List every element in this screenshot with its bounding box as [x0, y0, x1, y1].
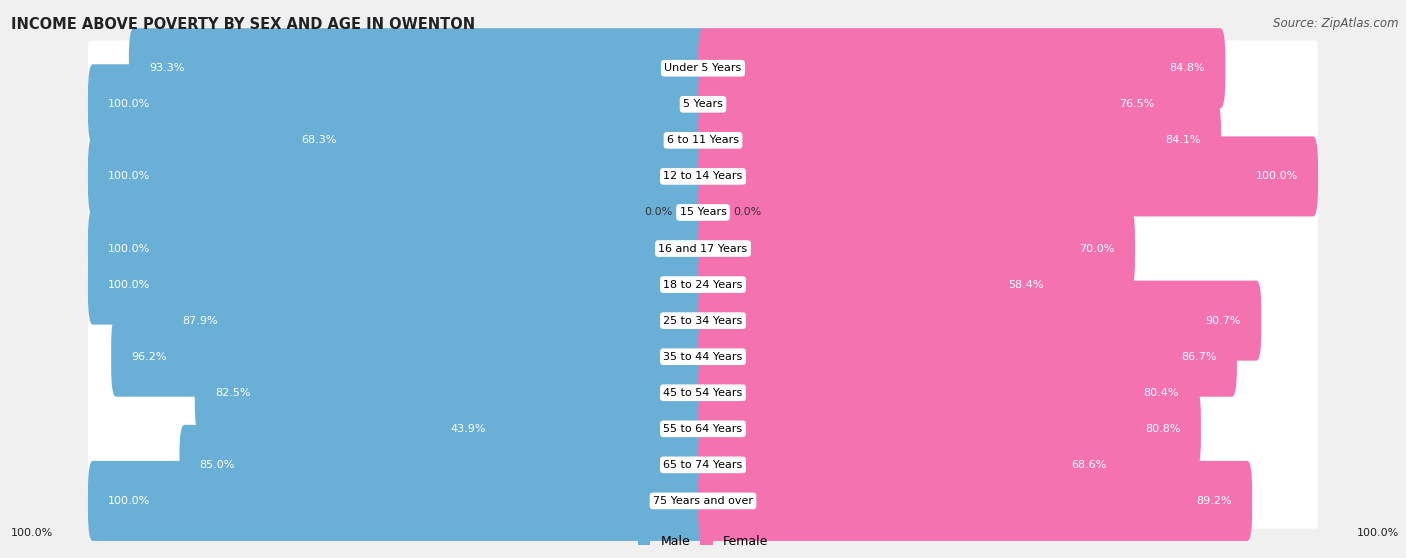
FancyBboxPatch shape	[699, 28, 1225, 108]
FancyBboxPatch shape	[89, 148, 1317, 204]
FancyBboxPatch shape	[699, 353, 1198, 433]
Text: 84.8%: 84.8%	[1170, 63, 1205, 73]
Text: 89.2%: 89.2%	[1197, 496, 1232, 506]
FancyBboxPatch shape	[180, 425, 707, 505]
FancyBboxPatch shape	[89, 244, 707, 325]
Text: 80.8%: 80.8%	[1146, 424, 1181, 434]
FancyBboxPatch shape	[89, 76, 1317, 132]
FancyBboxPatch shape	[699, 317, 1237, 397]
FancyBboxPatch shape	[129, 28, 707, 108]
FancyBboxPatch shape	[89, 136, 707, 217]
Text: 6 to 11 Years: 6 to 11 Years	[666, 136, 740, 145]
Text: 87.9%: 87.9%	[181, 316, 218, 326]
FancyBboxPatch shape	[699, 172, 735, 252]
FancyBboxPatch shape	[89, 257, 1317, 312]
Text: 0.0%: 0.0%	[644, 208, 672, 218]
FancyBboxPatch shape	[699, 64, 1174, 145]
Text: 0.0%: 0.0%	[734, 208, 762, 218]
FancyBboxPatch shape	[281, 100, 707, 180]
Text: 68.3%: 68.3%	[301, 136, 337, 145]
Text: 96.2%: 96.2%	[131, 352, 167, 362]
Text: 16 and 17 Years: 16 and 17 Years	[658, 243, 748, 253]
FancyBboxPatch shape	[699, 389, 1201, 469]
Text: 100.0%: 100.0%	[108, 99, 150, 109]
FancyBboxPatch shape	[699, 100, 1220, 180]
FancyBboxPatch shape	[89, 437, 1317, 493]
Text: 100.0%: 100.0%	[108, 243, 150, 253]
FancyBboxPatch shape	[89, 329, 1317, 384]
FancyBboxPatch shape	[89, 221, 1317, 276]
Text: 58.4%: 58.4%	[1008, 280, 1045, 290]
FancyBboxPatch shape	[699, 244, 1064, 325]
Legend: Male, Female: Male, Female	[633, 530, 773, 552]
Text: Under 5 Years: Under 5 Years	[665, 63, 741, 73]
Text: 45 to 54 Years: 45 to 54 Years	[664, 388, 742, 398]
FancyBboxPatch shape	[699, 461, 1253, 541]
Text: INCOME ABOVE POVERTY BY SEX AND AGE IN OWENTON: INCOME ABOVE POVERTY BY SEX AND AGE IN O…	[11, 17, 475, 32]
Text: 100.0%: 100.0%	[1357, 528, 1399, 538]
Text: 12 to 14 Years: 12 to 14 Years	[664, 171, 742, 181]
Text: 76.5%: 76.5%	[1119, 99, 1154, 109]
FancyBboxPatch shape	[89, 293, 1317, 348]
Text: Source: ZipAtlas.com: Source: ZipAtlas.com	[1274, 17, 1399, 30]
Text: 93.3%: 93.3%	[149, 63, 184, 73]
Text: 100.0%: 100.0%	[1256, 171, 1298, 181]
Text: 15 Years: 15 Years	[679, 208, 727, 218]
Text: 68.6%: 68.6%	[1071, 460, 1107, 470]
Text: 70.0%: 70.0%	[1080, 243, 1115, 253]
Text: 43.9%: 43.9%	[450, 424, 486, 434]
Text: 100.0%: 100.0%	[108, 171, 150, 181]
FancyBboxPatch shape	[111, 317, 707, 397]
FancyBboxPatch shape	[195, 353, 707, 433]
Text: 18 to 24 Years: 18 to 24 Years	[664, 280, 742, 290]
Text: 65 to 74 Years: 65 to 74 Years	[664, 460, 742, 470]
FancyBboxPatch shape	[89, 185, 1317, 240]
Text: 90.7%: 90.7%	[1206, 316, 1241, 326]
Text: 84.1%: 84.1%	[1166, 136, 1201, 145]
FancyBboxPatch shape	[699, 136, 1317, 217]
Text: 100.0%: 100.0%	[108, 496, 150, 506]
Text: 25 to 34 Years: 25 to 34 Years	[664, 316, 742, 326]
Text: 80.4%: 80.4%	[1143, 388, 1178, 398]
Text: 100.0%: 100.0%	[11, 528, 53, 538]
FancyBboxPatch shape	[89, 113, 1317, 168]
Text: 35 to 44 Years: 35 to 44 Years	[664, 352, 742, 362]
Text: 100.0%: 100.0%	[108, 280, 150, 290]
Text: 85.0%: 85.0%	[200, 460, 235, 470]
FancyBboxPatch shape	[89, 209, 707, 288]
FancyBboxPatch shape	[699, 425, 1126, 505]
FancyBboxPatch shape	[89, 41, 1317, 96]
FancyBboxPatch shape	[430, 389, 707, 469]
FancyBboxPatch shape	[671, 172, 707, 252]
FancyBboxPatch shape	[162, 281, 707, 360]
FancyBboxPatch shape	[699, 281, 1261, 360]
FancyBboxPatch shape	[89, 461, 707, 541]
Text: 86.7%: 86.7%	[1181, 352, 1216, 362]
FancyBboxPatch shape	[89, 473, 1317, 528]
Text: 75 Years and over: 75 Years and over	[652, 496, 754, 506]
FancyBboxPatch shape	[89, 401, 1317, 456]
Text: 55 to 64 Years: 55 to 64 Years	[664, 424, 742, 434]
FancyBboxPatch shape	[699, 209, 1135, 288]
FancyBboxPatch shape	[89, 365, 1317, 421]
FancyBboxPatch shape	[89, 64, 707, 145]
Text: 5 Years: 5 Years	[683, 99, 723, 109]
Text: 82.5%: 82.5%	[215, 388, 250, 398]
